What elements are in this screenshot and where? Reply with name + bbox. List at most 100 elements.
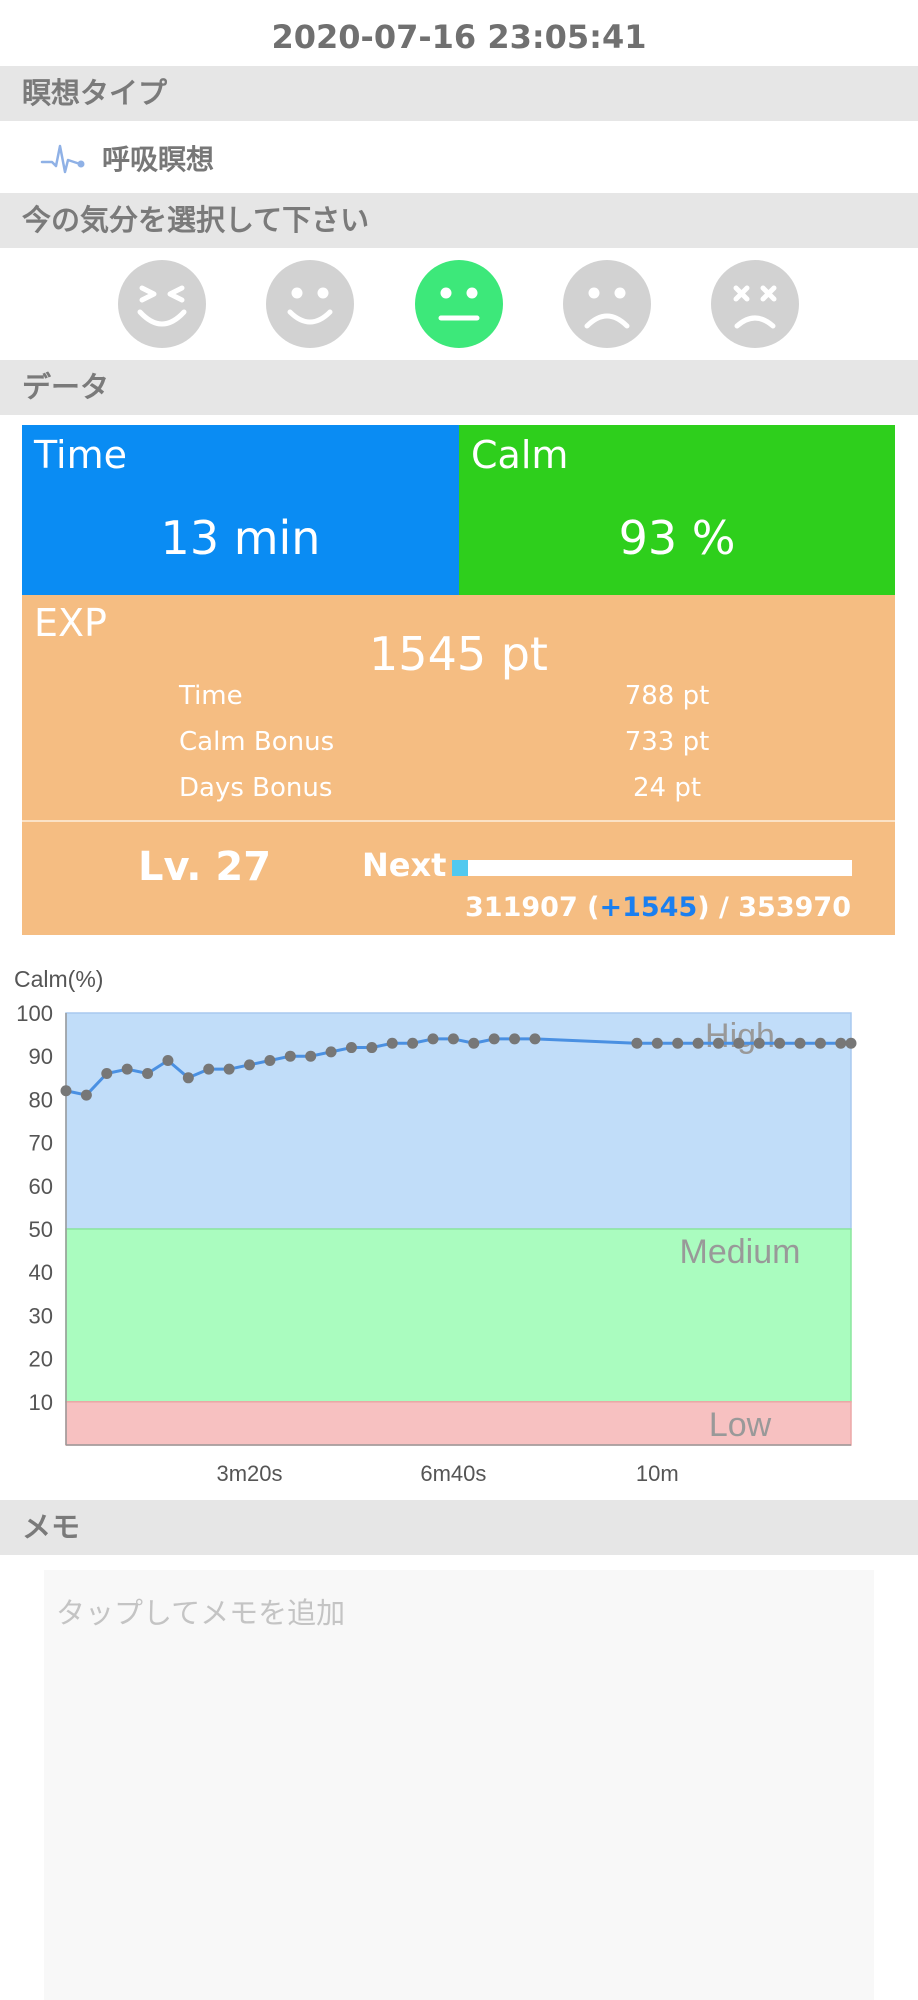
x-tick-label: 6m40s xyxy=(420,1461,486,1486)
progress-current: 311907 ( xyxy=(465,892,600,923)
y-tick-label: 30 xyxy=(29,1303,53,1328)
calm-data-point xyxy=(774,1037,786,1049)
calm-data-point xyxy=(203,1063,215,1075)
exp-row-value: 24 pt xyxy=(632,773,702,803)
exp-row-value: 733 pt xyxy=(624,727,710,757)
calm-card: Calm 93 % xyxy=(459,425,895,595)
exp-divider xyxy=(22,820,895,822)
calm-data-point xyxy=(692,1037,704,1049)
calm-card-title: Calm xyxy=(471,433,569,477)
memo-input[interactable] xyxy=(44,1570,874,2000)
time-card-title: Time xyxy=(34,433,127,477)
neutral-face-icon xyxy=(438,287,480,321)
section-header-data: データ xyxy=(0,360,918,415)
calm-data-point xyxy=(488,1033,500,1045)
calm-data-point xyxy=(325,1046,337,1058)
zone-label-high: High xyxy=(705,1017,775,1055)
calm-data-point xyxy=(733,1037,745,1049)
calm-data-point xyxy=(284,1050,296,1062)
mood-neutral-button[interactable] xyxy=(415,260,503,348)
mood-sad-button[interactable] xyxy=(563,260,651,348)
calm-data-point xyxy=(651,1037,663,1049)
calm-data-point xyxy=(447,1033,459,1045)
level-label: Lv. 27 xyxy=(138,844,272,890)
calm-data-point xyxy=(264,1055,276,1067)
level-card: Lv. 27 Next 311907 (+1545) / 353970 xyxy=(22,822,895,935)
y-tick-label: 20 xyxy=(29,1347,53,1372)
calm-data-point xyxy=(712,1037,724,1049)
sad-face-icon xyxy=(584,287,630,329)
mood-dizzy-button[interactable] xyxy=(711,260,799,348)
time-card-value: 13 min xyxy=(160,511,321,565)
breath-wave-icon xyxy=(40,144,85,173)
x-tick-label: 10m xyxy=(636,1461,679,1486)
progress-target: ) / 353970 xyxy=(697,892,851,923)
calm-data-point xyxy=(366,1042,378,1054)
y-tick-label: 100 xyxy=(16,1001,53,1026)
exp-card: EXP 1545 pt Time 788 pt Calm Bonus 733 p… xyxy=(22,595,895,820)
progress-gain: +1545 xyxy=(599,892,698,923)
calm-data-point xyxy=(407,1037,419,1049)
calm-data-point xyxy=(631,1037,643,1049)
y-tick-label: 90 xyxy=(29,1044,53,1069)
calm-data-point xyxy=(244,1059,256,1071)
calm-data-point xyxy=(80,1089,92,1101)
zone-label-low: Low xyxy=(709,1406,772,1444)
calm-data-point xyxy=(845,1037,857,1049)
level-progress-fill xyxy=(452,860,468,876)
section-header-mood: 今の気分を選択して下さい xyxy=(0,193,918,248)
smiling-face-icon xyxy=(287,287,333,325)
calm-data-point xyxy=(672,1037,684,1049)
y-tick-label: 50 xyxy=(29,1217,53,1242)
calm-data-point xyxy=(509,1033,521,1045)
calm-data-point xyxy=(427,1033,439,1045)
y-axis-title: Calm(%) xyxy=(14,966,103,992)
mood-happy-button[interactable] xyxy=(266,260,354,348)
calm-data-point xyxy=(223,1063,235,1075)
mood-selector xyxy=(0,248,918,358)
calm-data-point xyxy=(835,1037,847,1049)
calm-data-point xyxy=(529,1033,541,1045)
y-tick-label: 80 xyxy=(29,1087,53,1112)
time-card: Time 13 min xyxy=(22,425,459,595)
section-header-memo: メモ xyxy=(0,1500,918,1555)
section-header-meditation-type: 瞑想タイプ xyxy=(0,66,918,121)
exp-row-label: Time xyxy=(179,681,243,711)
calm-data-point xyxy=(101,1067,113,1079)
calm-data-point xyxy=(142,1067,154,1079)
zone-label-medium: Medium xyxy=(680,1233,801,1271)
level-progress-text: 311907 (+1545) / 353970 xyxy=(465,892,851,923)
calm-data-point xyxy=(753,1037,765,1049)
calm-data-point xyxy=(345,1042,357,1054)
calm-card-value: 93 % xyxy=(618,511,736,565)
y-tick-label: 10 xyxy=(29,1390,53,1415)
calm-data-point xyxy=(60,1085,72,1097)
exp-row-label: Calm Bonus xyxy=(179,727,335,757)
calm-data-point xyxy=(182,1072,194,1084)
calm-chart: High Medium Low Calm(%) 100 90 80 70 60 50 40 30 20 1… xyxy=(14,966,857,1486)
exp-total: 1545 pt xyxy=(369,627,548,681)
laughing-face-icon xyxy=(137,285,187,327)
x-tick-label: 3m20s xyxy=(216,1461,282,1486)
dizzy-face-icon xyxy=(733,285,777,329)
level-progress-bar xyxy=(452,860,852,876)
calm-data-point xyxy=(386,1037,398,1049)
calm-data-point xyxy=(814,1037,826,1049)
calm-data-point xyxy=(468,1037,480,1049)
calm-data-point xyxy=(305,1050,317,1062)
exp-row-value: 788 pt xyxy=(624,681,710,711)
meditation-type-label: 呼吸瞑想 xyxy=(102,142,215,176)
calm-data-point xyxy=(162,1055,174,1067)
exp-row-label: Days Bonus xyxy=(179,773,333,803)
mood-laughing-button[interactable] xyxy=(118,260,206,348)
exp-title: EXP xyxy=(34,601,107,645)
y-tick-label: 70 xyxy=(29,1131,53,1156)
memo-area xyxy=(44,1570,874,2000)
zone-medium xyxy=(65,1228,852,1403)
calm-data-point xyxy=(121,1063,133,1075)
session-datetime: 2020-07-16 23:05:41 xyxy=(271,18,647,56)
y-tick-label: 60 xyxy=(29,1174,53,1199)
y-tick-label: 40 xyxy=(29,1260,53,1285)
calm-data-point xyxy=(794,1037,806,1049)
meditation-type-row[interactable]: 呼吸瞑想 xyxy=(0,122,918,193)
